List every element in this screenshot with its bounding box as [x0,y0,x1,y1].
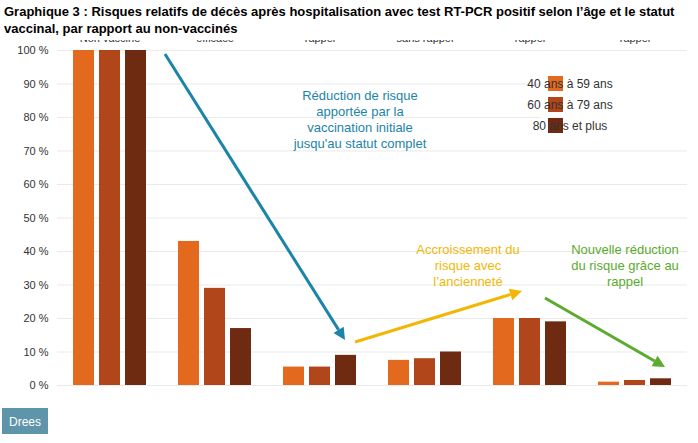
svg-text:Non vacciné: Non vacciné [80,40,141,44]
svg-text:Complet de moinsde 3 mois sans: Complet de moinsde 3 mois sansrappel [276,40,365,44]
svg-text:40 %: 40 % [23,245,48,257]
svg-text:70 %: 70 % [23,145,48,157]
svg-text:Complet de 6mois et plus sansr: Complet de 6mois et plus sansrappel [488,40,573,44]
svg-text:30 %: 30 % [23,279,48,291]
svg-text:80 %: 80 % [23,111,48,123]
svg-text:0 %: 0 % [30,379,49,391]
svg-text:Réduction de risqueapportée pa: Réduction de risqueapportée par lavaccin… [293,88,427,151]
svg-text:50 %: 50 % [23,212,48,224]
svg-text:Drees: Drees [9,415,41,429]
svg-text:100 %: 100 % [17,44,48,56]
svg-text:60 %: 60 % [23,178,48,190]
svg-text:90 %: 90 % [23,78,48,90]
svg-text:Nouvelle réductiondu risque gr: Nouvelle réductiondu risque grâce aurapp… [571,242,679,289]
svg-text:Primo-doseefficace: Primo-doseefficace [187,40,243,44]
svg-text:10 %: 10 % [23,346,48,358]
html-text:Graphique 3 : Risques relatifs: Graphique 3 : Risques relatifs de décès … [4,4,675,36]
svg-text:40 ans à 59 ans: 40 ans à 59 ans [527,77,612,91]
svg-text:60 ans à 79 ans: 60 ans à 79 ans [527,98,612,112]
svg-text:Accroissement durisque avecl’a: Accroissement durisque avecl’ancienneté [416,242,519,289]
svg-text:Complet de 6mois et plus avecr: Complet de 6mois et plus avecrappel [593,40,678,44]
svg-text:80 ans et plus: 80 ans et plus [533,119,608,133]
svg-text:Complet entre 3mois et 6 moiss: Complet entre 3mois et 6 moissans rappel [386,40,464,44]
svg-text:20 %: 20 % [23,312,48,324]
